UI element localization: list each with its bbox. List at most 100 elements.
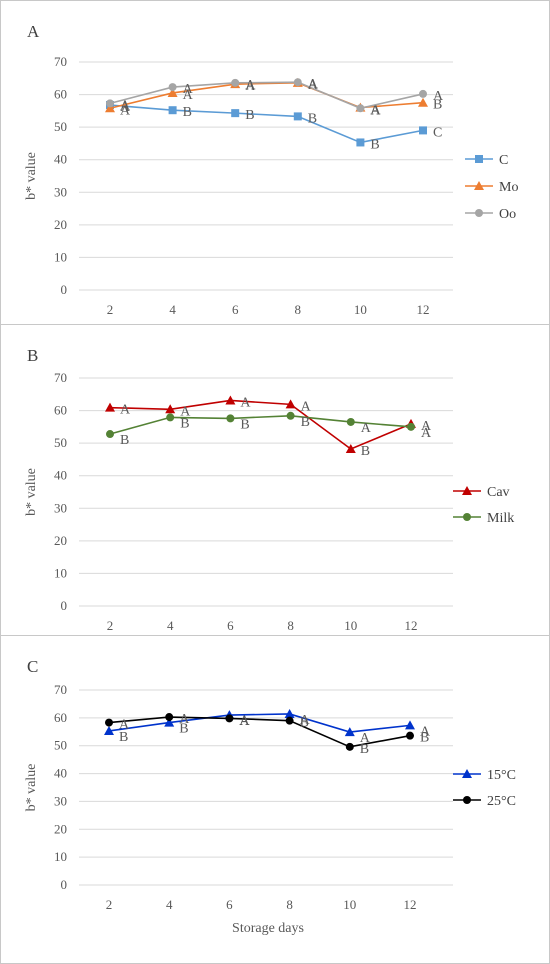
significance-label-c-0-1: B [179, 722, 188, 737]
y-tick-a-0: 0 [61, 282, 68, 297]
data-point-a-1-5 [418, 97, 428, 107]
significance-label-a-2-3: A [308, 77, 319, 92]
panel-label-a: A [27, 22, 40, 41]
significance-label-b-0-5: A [421, 419, 432, 434]
significance-label-a-2-2: A [245, 78, 256, 93]
x-tick-c-12: 12 [404, 897, 417, 912]
data-point-b-1-4 [346, 417, 355, 426]
legend-entry-a-1: Mo [465, 180, 518, 195]
data-point-b-1-0 [106, 430, 114, 439]
y-tick-c-20: 20 [54, 821, 67, 836]
legend-label-c-1: 25°C [487, 794, 516, 809]
x-tick-a-12: 12 [417, 302, 430, 317]
y-tick-b-0: 0 [61, 598, 68, 613]
significance-label-a-1-2: A [245, 79, 256, 94]
y-tick-a-20: 20 [54, 217, 67, 232]
significance-label-b-0-0: A [120, 403, 131, 418]
series-line-b-1 [109, 414, 412, 435]
y-axis-label-b: b* value [24, 468, 39, 516]
significance-label-b-1-2: B [240, 417, 249, 432]
legend-label-b-1: Milk [487, 511, 514, 526]
significance-label-a-0-1: B [183, 105, 192, 120]
significance-label-a-1-1: A [183, 88, 194, 103]
significance-label-c-0-4: A [360, 731, 371, 746]
y-tick-c-0: 0 [61, 877, 68, 892]
legend-entry-c-1: 25°C [453, 794, 516, 809]
data-point-c-1-4 [345, 742, 354, 751]
significance-label-c-1-1: A [179, 712, 190, 727]
significance-label-a-2-5: A [433, 89, 444, 104]
y-tick-b-40: 40 [54, 468, 67, 483]
x-tick-a-10: 10 [354, 302, 367, 317]
y-tick-c-10: 10 [54, 849, 67, 864]
data-point-a-2-3 [293, 78, 302, 87]
x-tick-a-4: 4 [169, 302, 176, 317]
y-tick-a-10: 10 [54, 249, 67, 264]
series-line-a-1 [109, 82, 424, 110]
significance-label-a-0-3: B [308, 111, 317, 126]
significance-label-b-1-3: B [301, 415, 310, 430]
data-point-a-2-2 [231, 78, 240, 87]
data-point-a-2-5 [419, 89, 427, 98]
data-point-a-1-1 [167, 87, 178, 97]
data-point-a-2-1 [168, 83, 177, 92]
y-tick-a-50: 50 [54, 119, 67, 134]
x-tick-c-2: 2 [106, 897, 113, 912]
significance-label-c-1-2: A [239, 713, 250, 728]
data-point-a-0-1 [168, 106, 177, 115]
data-point-c-1-5 [406, 731, 414, 740]
data-point-b-1-2 [226, 414, 235, 423]
data-point-a-0-4 [356, 138, 365, 147]
x-tick-b-12: 12 [405, 618, 418, 633]
x-tick-a-8: 8 [295, 302, 302, 317]
x-tick-b-6: 6 [227, 618, 234, 633]
series-c-1 [105, 713, 414, 751]
legend-label-a-1: Mo [499, 180, 518, 195]
y-tick-c-30: 30 [54, 793, 67, 808]
data-point-b-0-4 [345, 444, 356, 454]
y-tick-c-70: 70 [54, 682, 67, 697]
data-point-c-1-2 [225, 714, 234, 723]
legend-label-c-0: 15°C [487, 768, 516, 783]
significance-label-a-0-2: B [245, 108, 254, 123]
significance-label-b-1-4: A [361, 421, 372, 436]
data-point-b-0-0 [105, 402, 115, 412]
y-tick-b-50: 50 [54, 435, 67, 450]
x-tick-b-2: 2 [107, 618, 114, 633]
x-tick-c-8: 8 [286, 897, 293, 912]
y-tick-b-70: 70 [54, 370, 67, 385]
data-point-c-0-5 [405, 720, 415, 730]
legend-entry-a-0: C [465, 153, 508, 168]
y-axis-label-a: b* value [24, 152, 39, 200]
y-axis-label-c: b* value [24, 764, 39, 812]
data-point-b-1-1 [166, 413, 175, 422]
significance-label-c-1-3: B [300, 716, 309, 731]
data-point-c-0-1 [164, 717, 175, 727]
data-point-a-2-0 [106, 99, 114, 108]
significance-label-b-0-4: B [361, 444, 370, 459]
significance-label-c-0-2: A [239, 714, 250, 729]
data-point-b-0-1 [165, 404, 176, 414]
significance-label-b-0-2: A [240, 395, 251, 410]
data-point-c-0-0 [104, 725, 114, 735]
data-point-c-1-3 [285, 716, 294, 725]
y-tick-b-60: 60 [54, 403, 67, 418]
y-tick-a-40: 40 [54, 152, 67, 167]
significance-label-a-2-4: A [370, 103, 381, 118]
significance-label-a-1-5: B [433, 98, 442, 113]
legend-label-b-0: Cav [487, 485, 510, 500]
significance-label-a-1-3: A [308, 78, 319, 93]
significance-label-a-0-0: A [120, 100, 131, 115]
data-point-a-0-2 [231, 109, 240, 118]
significance-label-b-0-1: A [180, 404, 191, 419]
chart-panel-a: A 0 10 20 30 40 50 60 70 2 4 6 8 10 12 b* value A B B B B C A A… [0, 0, 550, 325]
significance-label-a-0-4: B [370, 137, 379, 152]
significance-label-b-0-3: A [301, 399, 312, 414]
series-line-c-0 [108, 713, 411, 733]
legend-marker-a-2 [475, 209, 483, 217]
chart-panel-c: C 0 10 20 30 40 50 60 70 2 4 6 8 10 12 b* value Storage … [0, 635, 550, 964]
legend-label-a-0: C [499, 153, 508, 168]
significance-label-a-1-0: A [120, 103, 131, 118]
legend-marker-c-1 [463, 796, 471, 804]
